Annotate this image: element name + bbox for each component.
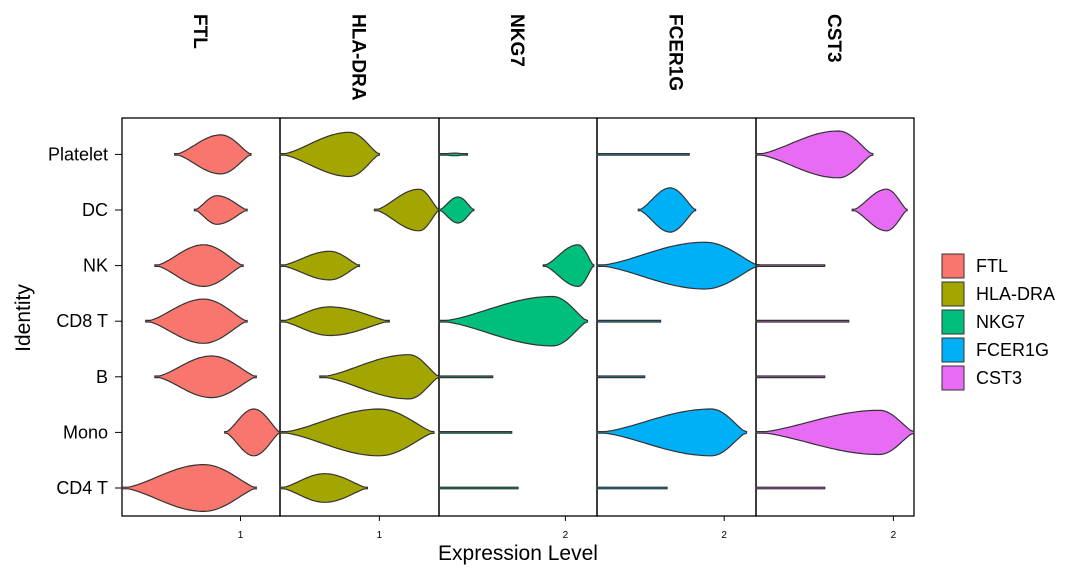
- violin-cst3-dc: [851, 188, 908, 232]
- violin-cst3-platelet: [755, 130, 874, 179]
- x-tick-label: 2: [721, 530, 727, 541]
- violin-fcer1g-cd4-t: [596, 486, 668, 490]
- y-axis-label: Identity: [12, 284, 35, 352]
- legend-swatch-cst3: [941, 365, 965, 391]
- violin-ftl-nk: [154, 244, 244, 287]
- y-tick-label-cd8-t: CD8 T: [56, 311, 108, 331]
- panel-nkg7: NKG7 2: [438, 14, 598, 541]
- panel-cst3: CST3 2: [755, 14, 915, 541]
- panel-title-ftl: FTL: [189, 14, 210, 49]
- x-tick-label: 2: [891, 530, 897, 541]
- violin-nkg7-platelet: [438, 152, 468, 157]
- panel-hla-dra: HLA-DRA 1: [279, 14, 440, 541]
- legend-label-hla-dra: HLA-DRA: [976, 284, 1055, 304]
- violin-cst3-cd8-t: [755, 319, 850, 323]
- legend-label-nkg7: NKG7: [976, 312, 1025, 332]
- violin-nkg7-dc: [438, 196, 475, 224]
- violin-ftl-b: [154, 355, 257, 399]
- violin-hla-dra-mono: [279, 408, 435, 457]
- violin-cst3-mono: [755, 409, 915, 456]
- y-tick-label-dc: DC: [82, 200, 108, 220]
- violin-ftl-cd8-t: [145, 298, 248, 344]
- violin-fcer1g-dc: [637, 187, 697, 233]
- violin-ftl-cd4-t: [121, 464, 257, 512]
- violin-fcer1g-cd8-t: [596, 319, 662, 323]
- legend-label-ftl: FTL: [976, 256, 1008, 276]
- violin-hla-dra-cd8-t: [279, 306, 390, 337]
- x-tick-label: 2: [563, 530, 569, 541]
- legend-swatch-ftl: [941, 253, 965, 279]
- panels-group: FTL 1 HLA-DRA 1 NKG7 2 FCER1G 2 CST3 2: [121, 14, 915, 541]
- panel-title-cst3: CST3: [823, 14, 844, 63]
- y-tick-label-mono: Mono: [63, 422, 108, 442]
- legend-swatch-nkg7: [941, 309, 965, 335]
- legend-label-fcer1g: FCER1G: [976, 340, 1049, 360]
- y-axis: CD4 T Mono B CD8 T NK DC Platelet: [48, 144, 122, 498]
- violin-hla-dra-platelet: [279, 131, 380, 178]
- violin-nkg7-mono: [438, 431, 513, 434]
- violin-fcer1g-b: [596, 375, 646, 379]
- x-tick-label: 1: [238, 530, 244, 541]
- violin-fcer1g-platelet: [596, 153, 690, 156]
- x-axis-label: Expression Level: [438, 542, 598, 565]
- panel-title-hla-dra: HLA-DRA: [348, 14, 369, 101]
- panel-title-fcer1g: FCER1G: [665, 14, 686, 91]
- violin-nkg7-b: [438, 375, 494, 379]
- legend: FTL HLA-DRA NKG7 FCER1G CST3: [941, 253, 1055, 391]
- violin-ftl-platelet: [174, 134, 252, 175]
- panel-fcer1g: FCER1G 2: [596, 14, 760, 541]
- violin-nkg7-cd4-t: [438, 486, 519, 490]
- violin-hla-dra-nk: [279, 250, 361, 281]
- legend-swatch-hla-dra: [941, 281, 965, 307]
- panel-ftl: FTL 1: [121, 14, 281, 541]
- panel-title-nkg7: NKG7: [506, 14, 527, 67]
- y-tick-label-platelet: Platelet: [48, 144, 108, 164]
- violin-fcer1g-mono: [596, 408, 748, 457]
- violin-ftl-dc: [193, 195, 248, 225]
- y-tick-label-b: B: [96, 367, 108, 387]
- violin-nkg7-cd8-t: [438, 295, 589, 347]
- violin-nkg7-nk: [542, 244, 595, 288]
- y-tick-label-nk: NK: [83, 256, 108, 276]
- legend-swatch-fcer1g: [941, 337, 965, 363]
- y-tick-label-cd4-t: CD4 T: [56, 478, 108, 498]
- x-tick-label: 1: [377, 530, 383, 541]
- legend-label-cst3: CST3: [976, 368, 1022, 388]
- violin-cst3-b: [755, 375, 826, 379]
- panel-border: [755, 117, 915, 517]
- violin-cst3-cd4-t: [755, 486, 826, 490]
- violin-hla-dra-cd4-t: [279, 473, 368, 503]
- violin-cst3-nk: [755, 264, 826, 267]
